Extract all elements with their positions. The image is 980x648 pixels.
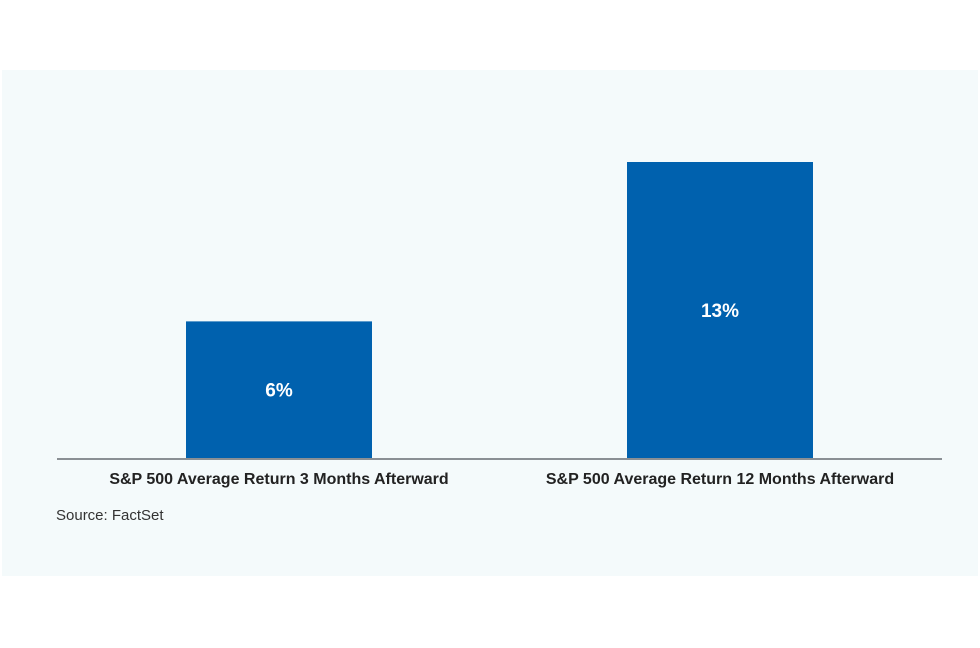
- chart-panel: [2, 70, 978, 576]
- bar-1: [186, 321, 372, 458]
- labels-layer: 6% S&P 500 Average Return 3 Months Afterw…: [109, 301, 894, 488]
- source-note: Source: FactSet: [56, 507, 164, 524]
- bars-layer: [186, 162, 813, 458]
- category-label-1: S&P 500 Average Return 3 Months Afterwar…: [109, 471, 448, 488]
- category-label-2: S&P 500 Average Return 12 Months Afterwa…: [546, 471, 894, 488]
- bar-2: [627, 162, 813, 458]
- bar-value-label-2: 13%: [701, 301, 739, 322]
- bar-value-label-1: 6%: [265, 381, 293, 402]
